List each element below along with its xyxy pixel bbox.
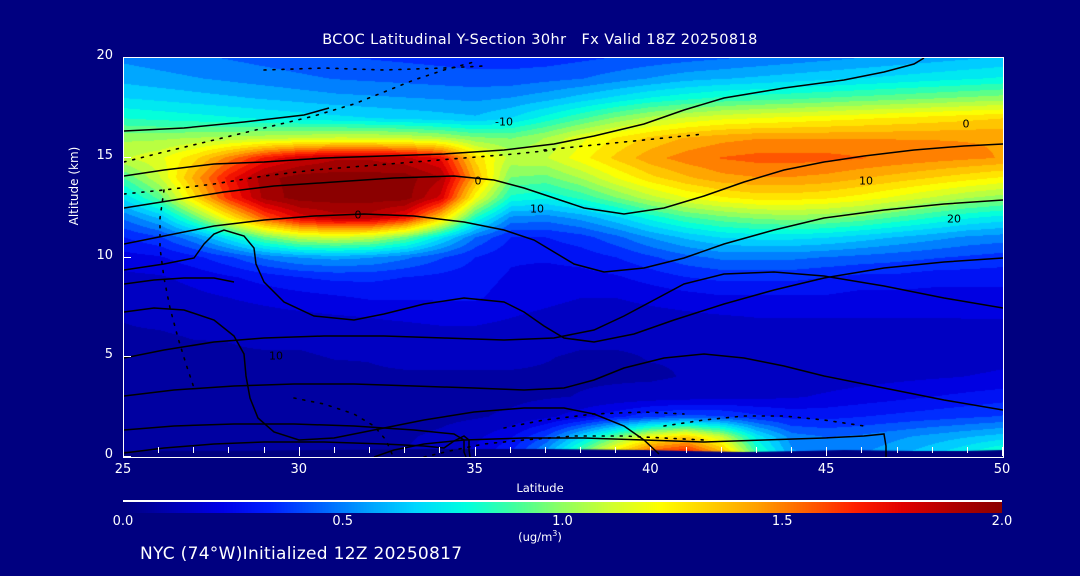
x-axis-tick-mark bbox=[404, 447, 406, 453]
contour-solid bbox=[124, 271, 1003, 359]
y-axis-tick-label: 20 bbox=[96, 48, 113, 63]
x-axis-tick-mark bbox=[896, 447, 898, 453]
x-axis-tick-mark bbox=[333, 447, 335, 453]
colorbar-tick-label: 0.5 bbox=[332, 514, 354, 529]
y-axis-tick-label: 15 bbox=[96, 147, 113, 163]
colorbar-tick-label: 1.0 bbox=[552, 514, 573, 529]
x-axis-tick-mark bbox=[544, 447, 546, 453]
colorbar-unit-label: (ug/m3) bbox=[0, 529, 1080, 544]
x-axis-tick-mark bbox=[509, 447, 511, 453]
y-axis-label: Altitude (km) bbox=[67, 146, 81, 226]
x-axis-tick-mark bbox=[1002, 447, 1003, 456]
contour-label: 0 bbox=[962, 117, 970, 131]
x-axis-tick-mark bbox=[966, 447, 968, 453]
colorbar bbox=[123, 500, 1002, 513]
contour-label: 20 bbox=[947, 212, 961, 226]
colorbar-gradient bbox=[123, 502, 1002, 513]
contour-solid bbox=[124, 107, 330, 132]
contour-solid bbox=[124, 58, 925, 177]
figure-footer: NYC (74°W)Initialized 12Z 20250817 bbox=[140, 544, 463, 564]
contour-label: 10 bbox=[859, 174, 873, 188]
contour-solid bbox=[124, 423, 467, 457]
contour-dotted bbox=[124, 61, 475, 163]
x-axis-tick-mark bbox=[298, 447, 300, 456]
colorbar-unit-exponent: 3 bbox=[552, 529, 558, 538]
figure-title: BCOC Latitudinal Y-Section 30hr Fx Valid… bbox=[322, 32, 758, 48]
contour-dotted bbox=[263, 65, 485, 71]
contour-solid bbox=[124, 307, 660, 455]
y-axis-tick-label: 0 bbox=[104, 447, 113, 462]
plot-canvas-wrap: -100001010102010 bbox=[124, 58, 1003, 457]
x-axis-tick-mark bbox=[369, 447, 371, 453]
x-axis-tick-mark bbox=[263, 447, 265, 453]
x-axis-tick-mark bbox=[861, 447, 863, 453]
x-axis-tick-mark bbox=[228, 447, 230, 453]
x-axis-tick-label: 25 bbox=[114, 462, 132, 477]
contour-dotted bbox=[543, 133, 705, 151]
contour-dotted bbox=[293, 397, 393, 455]
plot-area: -100001010102010 bbox=[123, 57, 1004, 458]
x-axis-tick-label: 50 bbox=[993, 462, 1011, 477]
x-axis-tick-mark bbox=[755, 447, 757, 453]
x-axis-tick-label: 30 bbox=[290, 462, 308, 477]
x-axis-tick-mark bbox=[580, 447, 582, 453]
contour-solid bbox=[124, 229, 1003, 343]
y-axis-tick-mark bbox=[123, 356, 131, 358]
y-axis-tick-label: 5 bbox=[104, 347, 113, 363]
x-axis-tick-label: 45 bbox=[817, 462, 835, 477]
contour-label: 10 bbox=[530, 202, 544, 216]
x-axis-tick-mark bbox=[474, 447, 476, 456]
contour-label: 0 bbox=[354, 208, 362, 222]
contour-label: -10 bbox=[495, 115, 513, 129]
x-axis-tick-mark bbox=[123, 447, 124, 456]
x-axis-tick-label: 35 bbox=[466, 462, 483, 477]
y-axis-tick-mark bbox=[123, 456, 131, 457]
contour-solid bbox=[373, 433, 887, 457]
colorbar-tick-label: 1.5 bbox=[771, 514, 793, 529]
x-axis-tick-mark bbox=[193, 447, 195, 453]
contour-solid bbox=[124, 199, 1003, 273]
x-axis-tick-mark bbox=[615, 447, 617, 453]
colorbar-tick-label: 0.0 bbox=[112, 514, 134, 529]
x-axis-label: Latitude bbox=[516, 481, 564, 495]
x-axis-tick-mark bbox=[158, 447, 160, 453]
x-axis-tick-mark bbox=[650, 447, 652, 456]
colorbar-unit-suffix: ) bbox=[557, 529, 562, 544]
contour-dotted bbox=[663, 415, 865, 427]
contour-dotted bbox=[503, 411, 685, 429]
contour-dotted bbox=[423, 435, 705, 457]
colorbar-tick-label: 2.0 bbox=[991, 514, 1013, 529]
x-axis-tick-mark bbox=[791, 447, 793, 453]
contour-solid bbox=[124, 143, 1003, 215]
contour-label: 10 bbox=[269, 349, 283, 363]
x-axis-tick-mark bbox=[439, 447, 441, 453]
colorbar-unit-prefix: (ug/m bbox=[518, 529, 553, 544]
y-axis-tick-mark bbox=[123, 57, 131, 58]
isotherm-contour-layer bbox=[124, 58, 1003, 457]
x-axis-tick-mark bbox=[826, 447, 828, 456]
x-axis-tick-mark bbox=[720, 447, 722, 453]
contour-label: 0 bbox=[474, 174, 482, 188]
contour-solid bbox=[124, 277, 235, 285]
x-axis-tick-label: 40 bbox=[642, 462, 659, 477]
x-axis-tick-mark bbox=[931, 447, 933, 453]
contour-solid bbox=[124, 353, 1003, 411]
x-axis-tick-mark bbox=[685, 447, 687, 453]
y-axis-tick-mark bbox=[123, 256, 131, 258]
contour-dotted bbox=[159, 189, 195, 389]
y-axis-tick-mark bbox=[123, 156, 131, 158]
y-axis-tick-label: 10 bbox=[96, 247, 113, 263]
contour-dotted bbox=[124, 149, 555, 195]
